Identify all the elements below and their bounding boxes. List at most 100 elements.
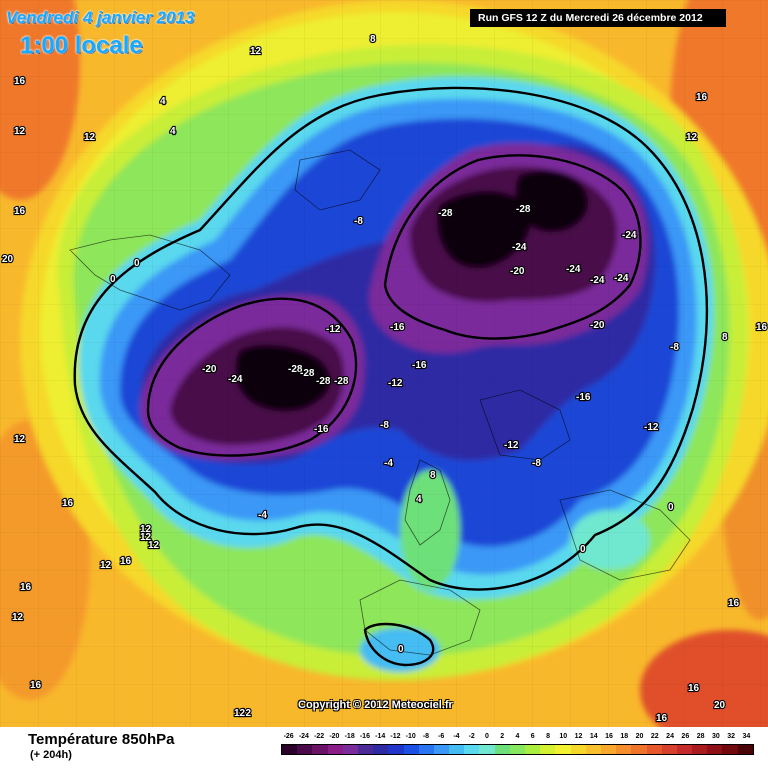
contour-value-label: 12 xyxy=(100,560,112,571)
legend-tick-label: 32 xyxy=(727,733,735,740)
contour-value-label: -8 xyxy=(354,216,363,227)
legend-tick-label: 0 xyxy=(485,733,489,740)
contour-value-label: -4 xyxy=(258,510,267,521)
contour-value-label: 16 xyxy=(14,206,26,217)
contour-value-label: 12 xyxy=(12,612,24,623)
contour-value-label: 4 xyxy=(160,96,166,107)
legend-tick-label: -18 xyxy=(344,733,355,740)
contour-value-label: -16 xyxy=(576,392,591,403)
contour-value-label: 12 xyxy=(140,524,152,535)
legend-tick-label: 14 xyxy=(589,733,598,740)
contour-value-label: 16 xyxy=(14,76,26,87)
legend-swatch xyxy=(585,745,601,754)
contour-value-label: -24 xyxy=(228,374,243,385)
parameter-title: Température 850hPa xyxy=(28,731,175,748)
contour-value-label: -16 xyxy=(576,392,591,403)
contour-value-label: 0 xyxy=(110,274,116,285)
contour-value-label: -16 xyxy=(314,424,329,435)
legend-tick-label: -22 xyxy=(314,733,325,740)
legend-tick-label: 34 xyxy=(742,733,751,740)
legend-swatch xyxy=(525,745,541,754)
contour-value-label: -12 xyxy=(388,378,403,389)
legend-tick-label: -8 xyxy=(422,733,430,740)
legend-swatch xyxy=(388,745,404,754)
legend-tick-label: -4 xyxy=(453,733,460,740)
contour-value-label: -12 xyxy=(326,324,341,335)
contour-value-label: 12 xyxy=(84,132,96,143)
contour-value-label: -16 xyxy=(412,360,427,371)
contour-value-label: 0 xyxy=(580,544,586,555)
coastlines xyxy=(69,149,691,656)
contour-value-label: 12 xyxy=(250,46,262,57)
legend-swatch xyxy=(418,745,434,754)
legend-swatch xyxy=(661,745,677,754)
legend-tick-label: 22 xyxy=(650,733,659,740)
contour-value-label: -28 xyxy=(334,376,349,387)
legend-swatch xyxy=(479,745,495,754)
legend-swatch xyxy=(509,745,525,754)
legend-tick-label: -24 xyxy=(298,733,309,740)
contour-value-label: -16 xyxy=(390,322,405,333)
contour-value-label: 4 xyxy=(416,494,422,505)
contour-value-label: -8 xyxy=(670,342,679,353)
contour-value-label: 8 xyxy=(722,332,728,343)
model-run-label: Run GFS 12 Z du Mercredi 26 décembre 201… xyxy=(470,9,726,27)
contour-value-label: -24 xyxy=(590,275,605,286)
contour-value-label: -28 xyxy=(300,368,315,379)
legend-swatch xyxy=(433,745,450,754)
contour-value-label: 0 xyxy=(134,258,140,269)
legend-tick-label: 26 xyxy=(681,733,690,740)
contour-value-label: -20 xyxy=(590,320,605,331)
contour-value-label: -28 xyxy=(516,204,531,215)
legend-swatch xyxy=(707,745,723,754)
legend-swatch xyxy=(403,745,419,754)
legend-swatch xyxy=(646,745,662,754)
legend-swatch xyxy=(464,745,480,754)
contour-value-label: -28 xyxy=(438,208,453,219)
legend-tick-label: -26 xyxy=(283,733,294,740)
contour-value-label: -28 xyxy=(288,364,303,375)
legend-swatch xyxy=(570,745,586,754)
legend-swatch xyxy=(373,745,389,754)
contour-value-label: 12 xyxy=(140,532,152,543)
contour-value-label: 4 xyxy=(170,126,176,137)
contour-value-label: 16 xyxy=(62,498,74,509)
contour-value-label: 16 xyxy=(120,556,132,567)
legend-swatch xyxy=(600,745,617,754)
legend-swatch xyxy=(494,745,510,754)
legend-tick-label: 16 xyxy=(605,733,613,740)
contour-value-label: 0 xyxy=(668,502,674,513)
legend-tick-label: -14 xyxy=(375,733,386,740)
contour-value-label: 8 xyxy=(430,470,436,481)
legend-tick-label: 28 xyxy=(696,733,705,740)
legend-tick-label: 4 xyxy=(515,733,520,740)
legend-tick-label: 18 xyxy=(620,733,629,740)
forecast-date: Vendredi 4 janvier 2013 xyxy=(6,8,195,27)
contour-value-label: 16 xyxy=(20,582,32,593)
contour-value-label: 20 xyxy=(2,254,14,265)
legend-swatch xyxy=(342,745,358,754)
legend-swatch xyxy=(692,745,708,754)
legend-swatch xyxy=(327,745,343,754)
contour-value-label: -8 xyxy=(532,458,541,469)
legend-tick-label: 24 xyxy=(666,733,674,740)
contour-value-label: -12 xyxy=(504,440,519,451)
legend-tick-label: 12 xyxy=(574,733,583,740)
legend-swatch xyxy=(540,745,556,754)
legend-tick-label: 30 xyxy=(711,733,720,740)
contour-value-label: 16 xyxy=(696,92,708,103)
legend-tick-label: 20 xyxy=(635,733,644,740)
legend-tick-label: -6 xyxy=(438,733,445,740)
legend-swatch xyxy=(631,745,647,754)
legend-swatch xyxy=(282,745,298,754)
legend-swatch xyxy=(449,745,465,754)
contour-value-label: 8 xyxy=(370,34,376,45)
legend-tick-label: -20 xyxy=(329,733,340,740)
color-legend: -26 -24 -22 -20 -18 -16 -14 -12 -10 -8 -6 -4 -2 0 2 4 6 8… xyxy=(281,733,754,765)
contour-value-label: -12 xyxy=(644,422,659,433)
contour-value-label: -4 xyxy=(384,458,393,469)
contour-value-label: -8 xyxy=(380,420,389,431)
